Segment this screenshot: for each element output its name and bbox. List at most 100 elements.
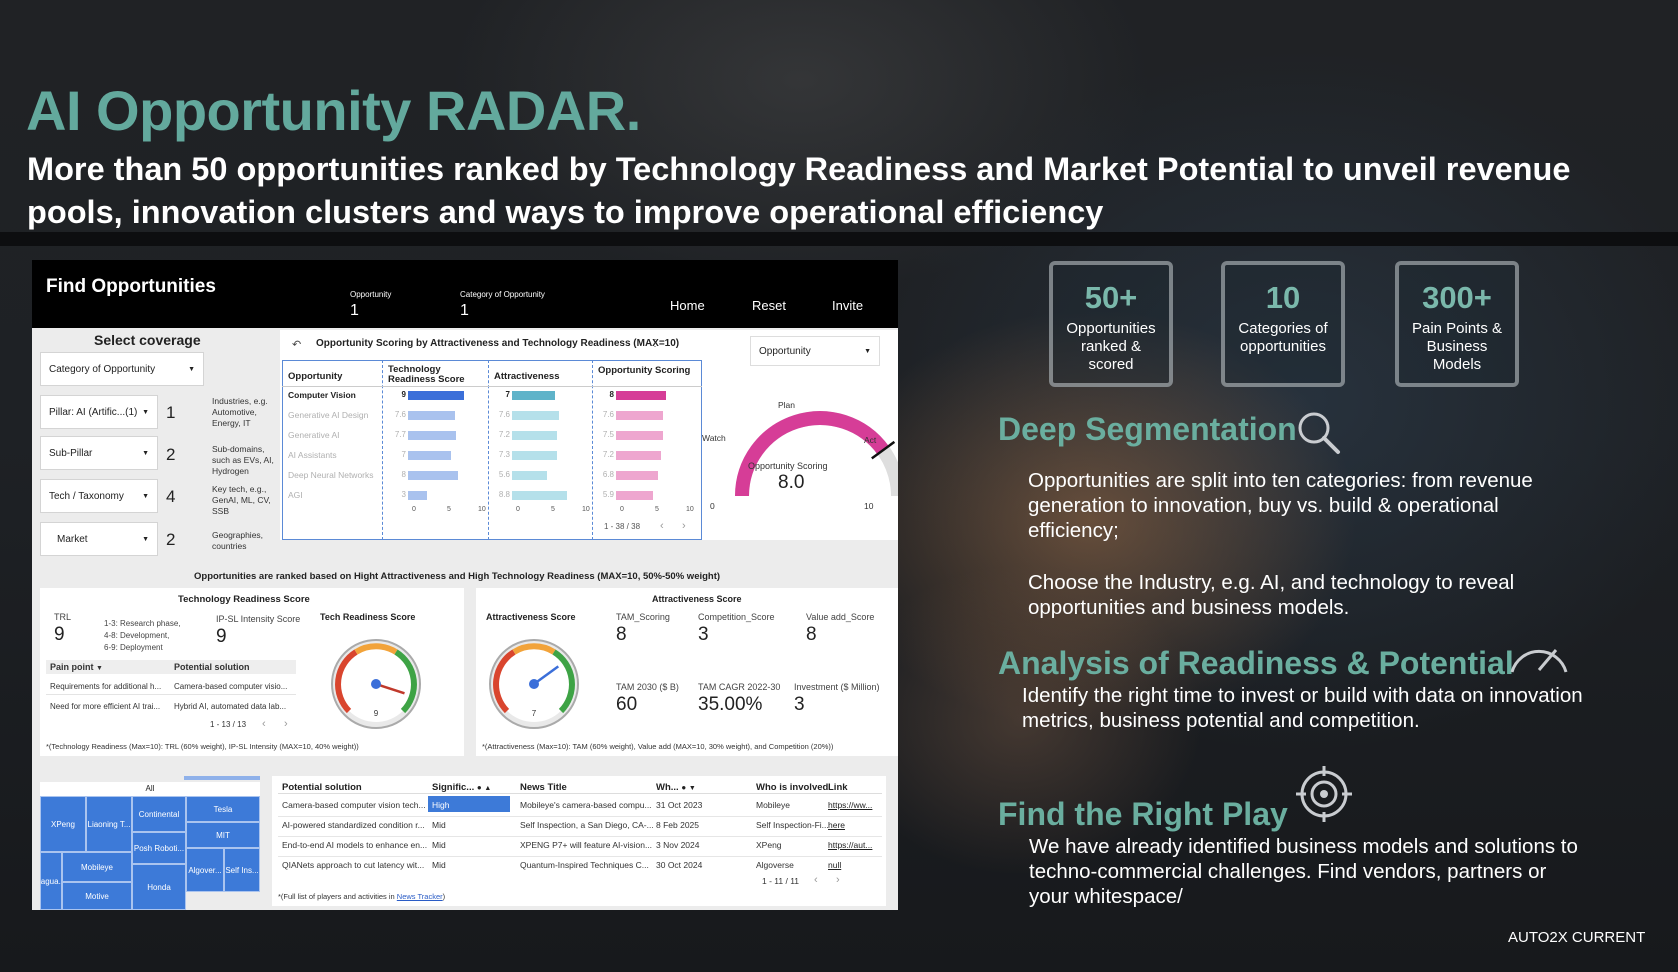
treemap-scrollbar[interactable] — [184, 776, 260, 780]
prev-page-icon[interactable]: ‹ — [262, 718, 266, 730]
treemap-cell[interactable]: Continental — [132, 796, 186, 832]
prev-page-icon[interactable]: ‹ — [660, 520, 664, 532]
col-divider — [592, 360, 593, 540]
chevron-down-icon: ▼ — [142, 408, 149, 416]
stat-card-label: Categories of opportunities — [1238, 320, 1328, 355]
link-cell[interactable]: null — [828, 860, 842, 870]
nav-home[interactable]: Home — [670, 298, 705, 313]
axis-tick: 10 — [686, 506, 694, 513]
treemap-cell[interactable]: MIT — [186, 822, 260, 848]
col-header-attractiveness[interactable]: Attractiveness — [494, 371, 560, 382]
axis-tick: 0 — [620, 506, 624, 513]
prev-page-icon[interactable]: ‹ — [814, 874, 818, 886]
treemap-cell[interactable]: Posh Roboti... — [132, 832, 186, 864]
opportunity-name[interactable]: Deep Neural Networks — [288, 470, 374, 480]
treemap-cell[interactable]: Motive — [62, 882, 132, 910]
row-divider — [278, 816, 882, 817]
pain-cell: Requirements for additional h... — [50, 682, 162, 691]
who-cell: Self Inspection-Fi... — [756, 820, 829, 830]
col-header-when[interactable]: Wh... ● ▼ — [656, 782, 696, 793]
axis-tick: 5 — [655, 506, 659, 513]
col-header-label: Wh... — [656, 782, 679, 793]
chevron-down-icon: ▼ — [864, 347, 871, 355]
opportunity-name[interactable]: AGI — [288, 490, 303, 500]
stat-card-opportunities: 50+ Opportunities ranked & scored — [1049, 261, 1173, 387]
attr-bar — [512, 431, 557, 440]
opportunity-name[interactable]: Generative AI Design — [288, 410, 369, 420]
dashboard-header: Find Opportunities Opportunity 1 Categor… — [32, 260, 898, 328]
opportunity-name[interactable]: AI Assistants — [288, 450, 337, 460]
undo-icon[interactable]: ↶ — [292, 339, 302, 351]
significance-cell: High — [432, 800, 450, 810]
metric-value: 8 — [616, 624, 627, 645]
opportunity-dropdown[interactable]: Opportunity ▼ — [750, 336, 880, 366]
market-select[interactable]: Market ▼ — [40, 522, 158, 556]
next-page-icon[interactable]: › — [836, 874, 840, 886]
bar-value: 7.6 — [498, 410, 510, 419]
axis-tick: 5 — [447, 506, 451, 513]
news-panel: Potential solution Signific... ● ▲ News … — [272, 776, 886, 906]
bar-value: 8 — [401, 470, 406, 479]
ipsl-label: IP-SL Intensity Score — [216, 614, 301, 624]
opportunity-name[interactable]: Generative AI — [288, 430, 340, 440]
select-label: Tech / Taxonomy — [49, 490, 124, 502]
dashboard-title: Find Opportunities — [46, 276, 216, 297]
score-bar — [616, 451, 661, 460]
col-header-potential-solution[interactable]: Potential solution — [174, 662, 250, 672]
news-tracker-link[interactable]: News Tracker — [396, 892, 443, 901]
gauge-title: Opportunity Scoring — [748, 461, 828, 471]
treemap-cell[interactable]: Jagua... — [40, 852, 62, 910]
gauge-green-band — [394, 649, 417, 714]
metric-label: TAM 2030 ($ B) — [616, 682, 679, 692]
pillar-note: Industries, e.g. Automotive, Energy, IT — [212, 396, 268, 428]
next-page-icon[interactable]: › — [682, 520, 686, 532]
col-header-opportunity[interactable]: Opportunity — [288, 371, 343, 382]
treemap-cell[interactable]: Liaoning T... — [86, 796, 132, 852]
treemap-cell[interactable]: XPeng — [40, 796, 86, 852]
significance-cell: Mid — [432, 840, 446, 850]
next-page-icon[interactable]: › — [284, 718, 288, 730]
chevron-down-icon: ▼ — [142, 535, 149, 543]
link-cell[interactable]: https://aut... — [828, 840, 873, 850]
trl-panel: Technology Readiness Score TRL 9 1-3: Re… — [40, 588, 464, 756]
treemap-cell[interactable]: Honda — [132, 864, 186, 910]
col-header-significance[interactable]: Signific... ● ▲ — [432, 782, 491, 793]
gauge-max: 10 — [864, 501, 874, 511]
stat-opportunity: Opportunity 1 — [350, 290, 391, 320]
header-rule — [282, 386, 702, 387]
more-options-icon[interactable]: ⋮ — [650, 338, 660, 349]
col-header-link[interactable]: Link — [828, 782, 848, 793]
treemap-cell[interactable]: Self Ins... — [224, 848, 260, 892]
category-select[interactable]: Category of Opportunity ▼ — [40, 352, 204, 386]
col-header-who[interactable]: Who is involved — [756, 782, 829, 793]
treemap-cell[interactable]: Algover... — [186, 848, 224, 892]
subpillar-select[interactable]: Sub-Pillar ▼ — [40, 436, 158, 470]
nav-invite[interactable]: Invite — [832, 298, 864, 313]
link-cell[interactable]: https://ww... — [828, 800, 873, 810]
treemap-cell[interactable]: Mobileye — [62, 852, 132, 882]
link-cell[interactable]: here — [828, 820, 846, 830]
who-cell: XPeng — [756, 840, 782, 850]
treemap-cell[interactable]: Tesla — [186, 796, 260, 822]
col-header-pain-point[interactable]: Pain point ▼ — [50, 662, 103, 672]
ranking-note: Opportunities are ranked based on Hight … — [194, 571, 721, 582]
attr-footnote: *(Attractiveness (Max=10): TAM (60% weig… — [482, 742, 834, 751]
stat-value: 1 — [460, 302, 469, 319]
nav-reset[interactable]: Reset — [752, 298, 786, 313]
col-header-trl[interactable]: Technology Readiness Score — [388, 364, 465, 385]
axis-tick: 0 — [412, 506, 416, 513]
col-header-news-title[interactable]: News Title — [520, 782, 567, 793]
col-header-solution[interactable]: Potential solution — [282, 782, 362, 793]
metric-label: Value add_Score — [806, 612, 875, 622]
pillar-select[interactable]: Pillar: AI (Artific...(1) ▼ — [40, 395, 158, 429]
col-divider — [488, 360, 489, 540]
page-title: AI Opportunity RADAR. — [26, 79, 641, 142]
tech-taxonomy-select[interactable]: Tech / Taxonomy ▼ — [40, 479, 158, 513]
magnifier-icon — [1298, 412, 1340, 454]
pain-cell: Need for more efficient AI trai... — [50, 702, 161, 711]
pain-table-header — [46, 660, 296, 674]
opportunity-name[interactable]: Computer Vision — [288, 390, 356, 400]
axis-tick: 5 — [551, 506, 555, 513]
col-header-scoring[interactable]: Opportunity Scoring — [598, 365, 691, 376]
attractiveness-gauge: 7 — [489, 639, 579, 729]
